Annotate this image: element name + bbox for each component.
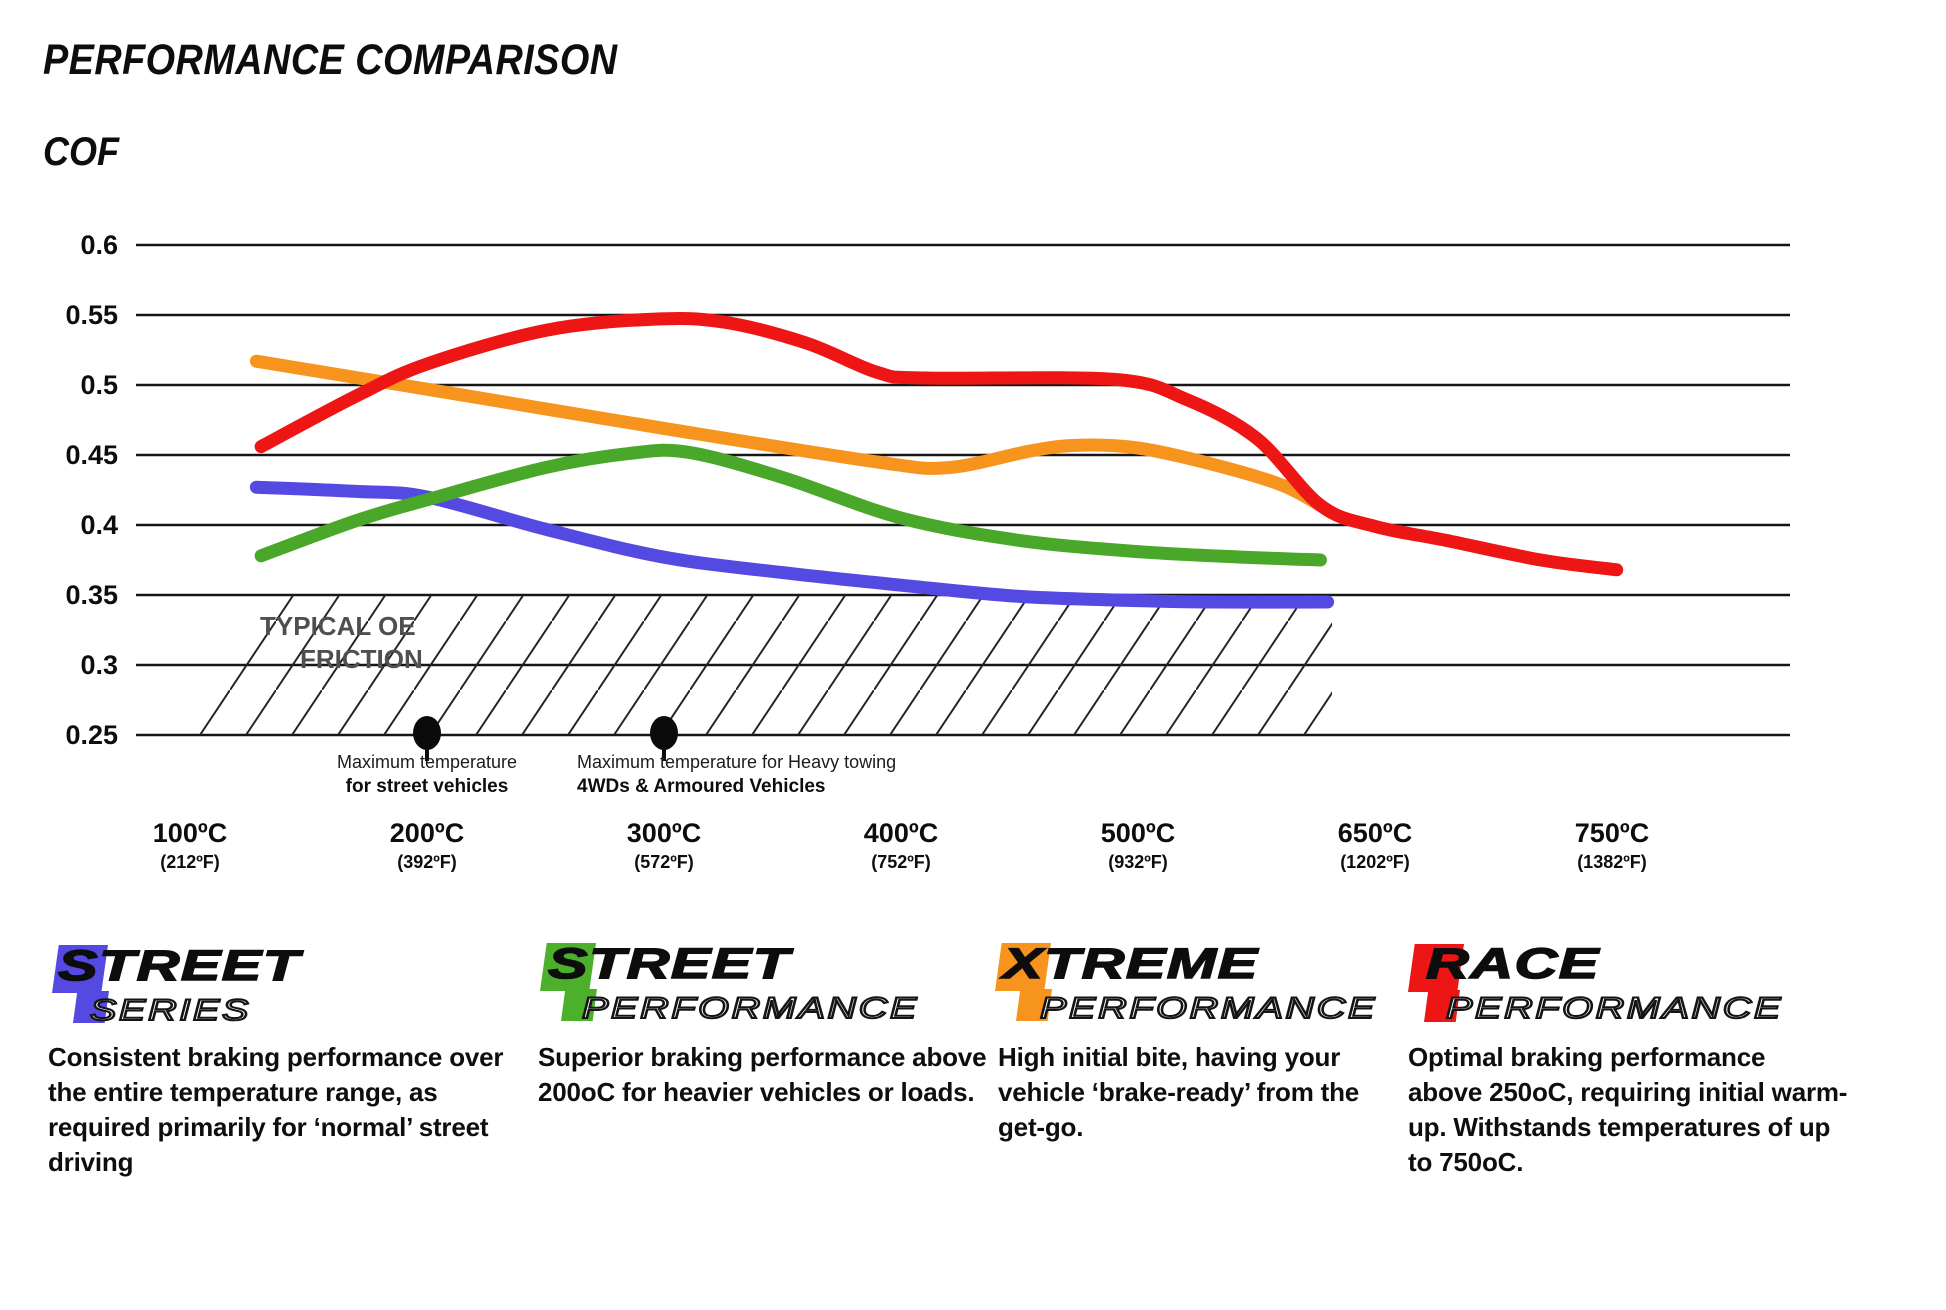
- street-performance-logo-mark: [540, 943, 596, 991]
- x-tick-fahrenheit: (1202ºF): [1340, 852, 1410, 872]
- x-tick-300ºC: 300ºC (572ºF): [549, 818, 779, 874]
- annotation-line1: Maximum temperature: [336, 752, 518, 772]
- x-tick-750ºC: 750ºC (1382ºF): [1497, 818, 1727, 874]
- annotation-line1: Maximum temperature for Heavy towing: [577, 752, 897, 772]
- x-tick-celsius: 750ºC: [1574, 818, 1650, 848]
- curve-street-performance: [254, 443, 1327, 567]
- x-tick-650ºC: 650ºC (1202ºF): [1260, 818, 1490, 874]
- x-tick-200ºC: 200ºC (392ºF): [312, 818, 542, 874]
- marker-dot-0: [413, 716, 441, 750]
- race-performance-description: Optimal braking performance above 250oC,…: [1408, 1042, 1848, 1177]
- y-tick-0.5: 0.5: [80, 370, 118, 400]
- y-tick-0.55: 0.55: [65, 300, 118, 330]
- x-tick-fahrenheit: (392ºF): [397, 852, 457, 872]
- xtreme-performance-logo-word: XTREME: [1002, 939, 1259, 989]
- street-series-logo-subword: SERIES: [89, 993, 252, 1028]
- x-tick-celsius: 400ºC: [863, 818, 939, 848]
- x-tick-fahrenheit: (752ºF): [871, 852, 931, 872]
- street-series-logo-word: STREET: [57, 941, 301, 991]
- y-tick-0.3: 0.3: [80, 650, 118, 680]
- y-tick-0.25: 0.25: [65, 720, 118, 750]
- x-tick-100ºC: 100ºC (212ºF): [75, 818, 305, 874]
- x-tick-500ºC: 500ºC (932ºF): [1023, 818, 1253, 874]
- xtreme-performance-description: High initial bite, having your vehicle ‘…: [998, 1042, 1360, 1142]
- y-tick-0.45: 0.45: [65, 440, 118, 470]
- y-axis-title: COF: [43, 130, 119, 174]
- street-series-description: Consistent braking performance over the …: [48, 1042, 504, 1177]
- street-performance-logo-subword: PERFORMANCE: [581, 991, 920, 1026]
- curve-race-performance: [254, 311, 1624, 577]
- street-performance-logo-word: STREET: [547, 939, 791, 989]
- street-performance-logo-mark-tab: [561, 989, 597, 1021]
- x-tick-celsius: 650ºC: [1337, 818, 1413, 848]
- y-tick-0.4: 0.4: [80, 510, 118, 540]
- annotation-line2: 4WDs & Armoured Vehicles: [577, 776, 826, 797]
- y-tick-0.6: 0.6: [80, 230, 118, 260]
- x-tick-fahrenheit: (932ºF): [1108, 852, 1168, 872]
- street-series-logo-mark-tab: [73, 991, 109, 1023]
- x-tick-fahrenheit: (1382ºF): [1577, 852, 1647, 872]
- x-tick-fahrenheit: (572ºF): [634, 852, 694, 872]
- y-tick-0.35: 0.35: [65, 580, 118, 610]
- oe-friction-zone-label-line2: FRICTION: [300, 644, 423, 674]
- x-tick-celsius: 100ºC: [152, 818, 228, 848]
- curve-xtreme-performance: [249, 354, 1327, 512]
- oe-friction-zone-label: TYPICAL OE FRICTION: [260, 610, 423, 676]
- x-tick-celsius: 300ºC: [626, 818, 702, 848]
- x-tick-fahrenheit: (212ºF): [160, 852, 220, 872]
- race-performance-logo-mark-tab: [1424, 990, 1460, 1022]
- x-tick-celsius: 200ºC: [389, 818, 465, 848]
- race-performance-logo-mark: [1408, 944, 1464, 992]
- max-temp-street-annotation: Maximum temperature for street vehicles: [227, 750, 627, 799]
- oe-friction-zone: [163, 595, 1332, 735]
- x-tick-400ºC: 400ºC (752ºF): [786, 818, 1016, 874]
- xtreme-performance-logo-mark: [995, 943, 1051, 991]
- race-performance-logo-subword: PERFORMANCE: [1445, 991, 1784, 1026]
- xtreme-performance-logo-mark-tab: [1016, 989, 1052, 1021]
- xtreme-performance-logo-subword: PERFORMANCE: [1039, 991, 1378, 1026]
- annotation-line2: for street vehicles: [345, 776, 509, 797]
- oe-friction-zone-label-line1: TYPICAL OE: [260, 611, 416, 641]
- x-tick-celsius: 500ºC: [1100, 818, 1176, 848]
- marker-dot-1: [650, 716, 678, 750]
- street-series-logo-mark: [52, 945, 108, 993]
- race-performance-logo-word: RACE: [1425, 939, 1600, 989]
- page-title: PERFORMANCE COMPARISON: [43, 36, 618, 84]
- max-temp-heavy-towing-annotation: Maximum temperature for Heavy towing 4WD…: [577, 750, 1057, 799]
- street-performance-description: Superior braking performance above 200oC…: [538, 1042, 987, 1107]
